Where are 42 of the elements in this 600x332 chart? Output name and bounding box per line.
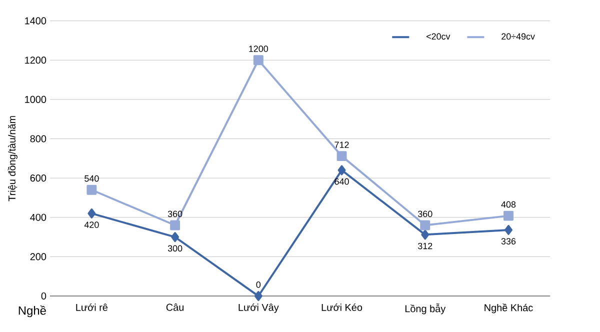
- y-tick-label: 400: [30, 214, 46, 221]
- x-tick-label: Lưới Kéo: [322, 303, 362, 311]
- data-label: 360: [418, 210, 432, 218]
- x-tick-label: Lưới Vây: [238, 303, 279, 313]
- legend-label: 20÷49cv: [502, 33, 535, 40]
- y-tick-label: 800: [30, 135, 46, 142]
- point: [170, 220, 180, 230]
- data-label: 712: [334, 142, 349, 148]
- x-axis-title: Nghề: [18, 306, 46, 318]
- y-tick-label: 0: [41, 292, 46, 300]
- point: [420, 220, 430, 230]
- y-tick-label: 1400: [25, 17, 46, 24]
- point: [338, 165, 346, 176]
- y-axis-title: Triệu đồng/tàu/năm: [8, 116, 18, 202]
- data-label: 312: [418, 242, 432, 250]
- data-label: 640: [334, 178, 349, 185]
- data-label: 408: [501, 201, 516, 208]
- point: [86, 184, 97, 195]
- data-label: 0: [256, 281, 261, 288]
- y-tick-label: 1200: [25, 56, 46, 64]
- data-label: 1200: [249, 46, 268, 52]
- point: [421, 230, 430, 240]
- data-label: 540: [84, 175, 99, 182]
- point: [88, 208, 96, 218]
- legend-label: <20cv: [426, 33, 450, 40]
- x-tick-label: Nghề Khác: [484, 304, 533, 314]
- data-label: 360: [168, 210, 182, 218]
- point: [504, 210, 514, 221]
- y-tick-label: 600: [30, 174, 46, 182]
- point: [171, 232, 180, 242]
- point: [336, 151, 347, 162]
- y-tick-label: 200: [30, 253, 46, 260]
- data-label: 300: [168, 245, 182, 252]
- x-tick-label: Lồng bẫy: [405, 304, 446, 314]
- point: [254, 291, 262, 301]
- point: [504, 224, 512, 235]
- x-tick-label: Lưới rê: [76, 303, 108, 311]
- data-label: 336: [501, 238, 516, 244]
- point: [253, 55, 264, 66]
- data-label: 420: [84, 222, 99, 228]
- x-tick-label: Câu: [166, 304, 184, 311]
- y-tick-label: 1000: [25, 96, 46, 103]
